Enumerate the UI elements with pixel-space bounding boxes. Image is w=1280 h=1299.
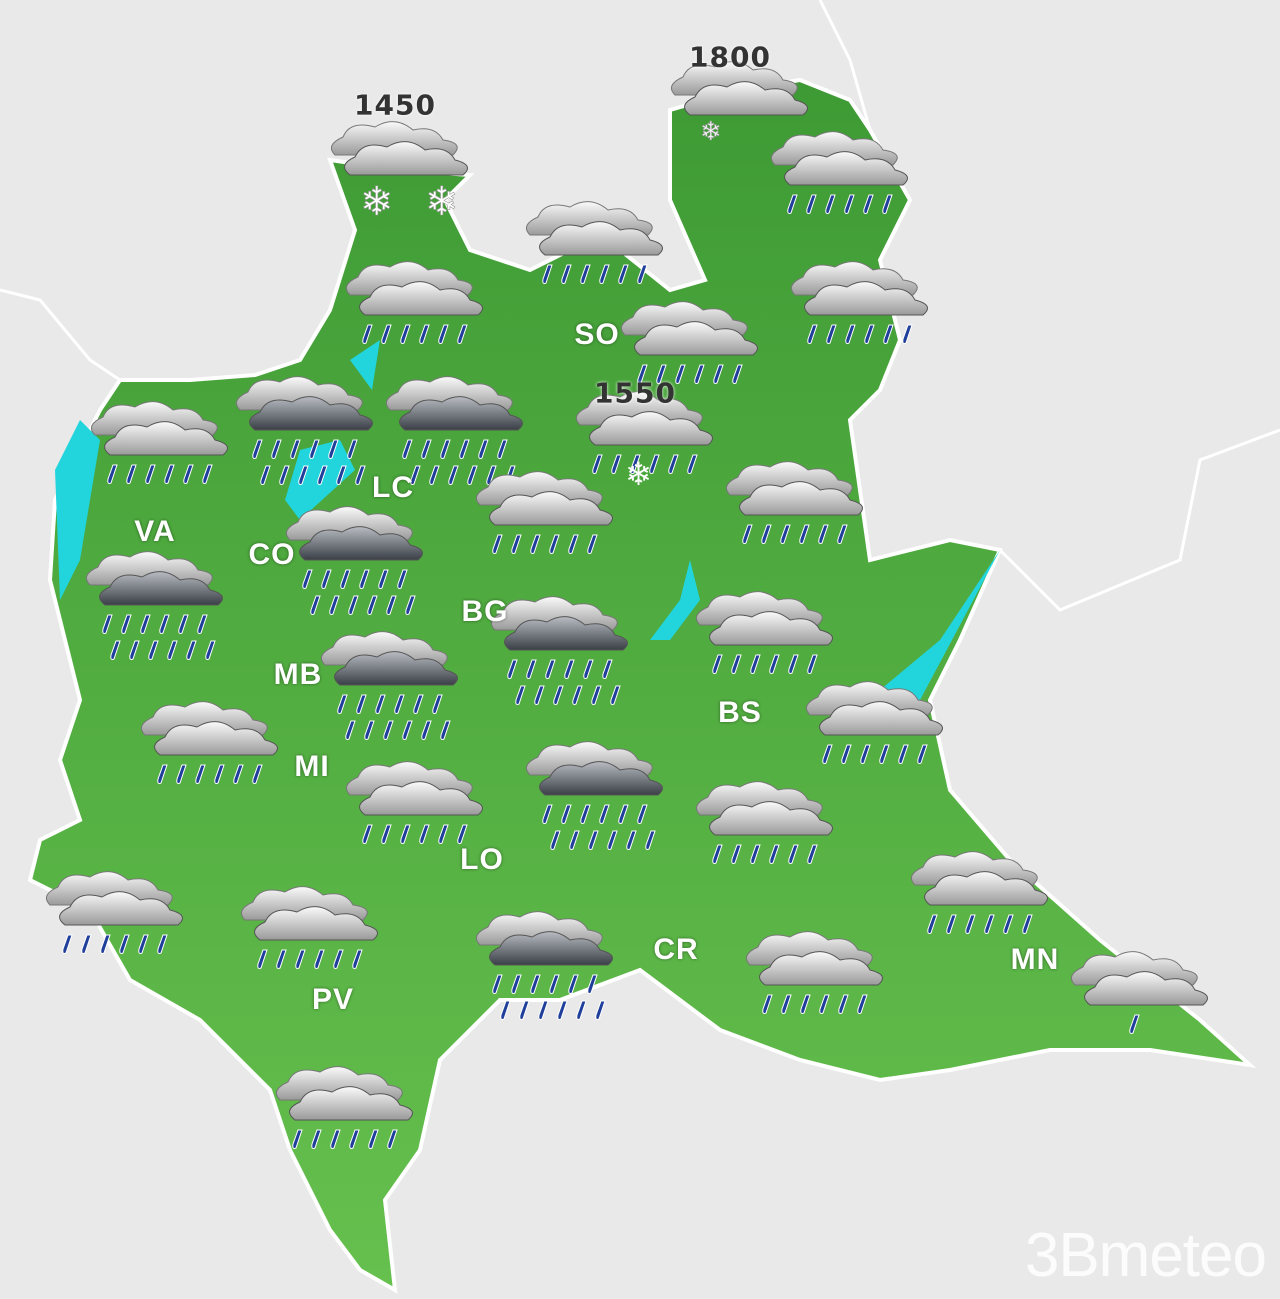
svg-text:❄: ❄ bbox=[700, 117, 722, 147]
province-label-cr: CR bbox=[653, 933, 699, 966]
cloud-snow-icon: ❄ bbox=[670, 61, 808, 147]
province-label-mn: MN bbox=[1010, 943, 1060, 976]
cloud-heavy-rain-icon bbox=[235, 376, 373, 485]
svg-text:❄: ❄ bbox=[625, 455, 652, 493]
cloud-rain-icon bbox=[695, 591, 833, 674]
cloud-rain-snow-icon: ❄ bbox=[575, 391, 713, 493]
cloud-rain-icon bbox=[345, 761, 483, 844]
svg-text:❄: ❄ bbox=[425, 179, 459, 225]
cloud-heavy-rain-icon bbox=[320, 631, 458, 740]
cloud-rain-icon bbox=[790, 261, 928, 344]
cloud-rain-icon bbox=[90, 401, 228, 484]
cloud-rain-icon bbox=[805, 681, 943, 764]
cloud-rain-icon bbox=[725, 461, 863, 544]
cloud-heavy-rain-icon bbox=[85, 551, 223, 660]
cloud-rain-icon bbox=[910, 851, 1048, 934]
cloud-rain-icon bbox=[695, 781, 833, 864]
province-label-bs: BS bbox=[718, 696, 762, 729]
province-label-bg: BG bbox=[461, 595, 509, 628]
province-label-so: SO bbox=[574, 318, 620, 351]
cloud-snow-icon: ❄ ❄ bbox=[330, 121, 468, 225]
brand-logo: 3Bmeteo bbox=[1024, 1221, 1267, 1290]
lakes bbox=[55, 340, 1000, 700]
snow-level-label: 1800 bbox=[689, 40, 771, 74]
province-label-mi: MI bbox=[294, 750, 330, 783]
cloud-rain-icon bbox=[45, 871, 183, 954]
province-label-lc: LC bbox=[372, 471, 414, 504]
cloud-heavy-rain-icon bbox=[525, 741, 663, 850]
cloud-rain-icon bbox=[475, 471, 613, 554]
cloud-rain-icon bbox=[275, 1066, 413, 1149]
province-label-mb: MB bbox=[273, 658, 323, 691]
cloud-rain-icon bbox=[140, 701, 278, 784]
cloud-rain-icon bbox=[770, 131, 908, 214]
cloud-rain-icon bbox=[525, 201, 663, 284]
cloud-rain-icon bbox=[240, 886, 378, 969]
cloud-rain-icon bbox=[345, 261, 483, 344]
province-label-pv: PV bbox=[311, 983, 355, 1016]
svg-text:❄: ❄ bbox=[360, 179, 394, 225]
region-lombardia bbox=[27, 77, 1257, 1294]
province-label-co: CO bbox=[248, 538, 296, 571]
cloud-heavy-rain-icon bbox=[490, 596, 628, 705]
cloud-heavy-rain-icon bbox=[475, 911, 613, 1020]
cloud-rain-icon bbox=[620, 301, 758, 384]
snow-level-label: 1550 bbox=[594, 376, 676, 410]
cloud-heavy-rain-icon bbox=[285, 506, 423, 615]
province-label-va: VA bbox=[134, 515, 176, 548]
cloud-rain-icon bbox=[745, 931, 883, 1014]
border-lines bbox=[0, 0, 1280, 612]
cloud-light-rain-icon bbox=[1070, 951, 1208, 1034]
snow-level-label: 1450 bbox=[354, 88, 436, 122]
province-label-lo: LO bbox=[460, 843, 504, 876]
